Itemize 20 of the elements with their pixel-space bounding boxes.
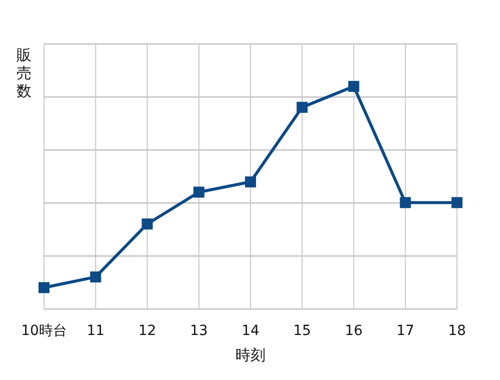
point: [400, 197, 411, 208]
x-tick-label: 12: [138, 323, 156, 339]
point: [245, 176, 256, 188]
point: [90, 271, 102, 282]
x-tick-label: 10時台: [21, 323, 67, 339]
y-axis-title: 販売数: [16, 46, 32, 100]
x-tick-label: 18: [448, 323, 466, 339]
x-axis-title: 時刻: [236, 346, 266, 364]
x-tick-label: 17: [396, 323, 414, 339]
point: [193, 186, 204, 198]
point: [348, 80, 360, 92]
x-tick-label: 13: [190, 323, 208, 339]
point: [142, 218, 153, 230]
x-tick-label: 16: [344, 323, 363, 339]
point: [452, 197, 462, 208]
point: [38, 282, 50, 294]
x-tick-label: 15: [293, 323, 312, 339]
point: [296, 102, 308, 113]
x-tick-label: 11: [86, 323, 105, 339]
x-tick-label: 14: [242, 323, 260, 339]
